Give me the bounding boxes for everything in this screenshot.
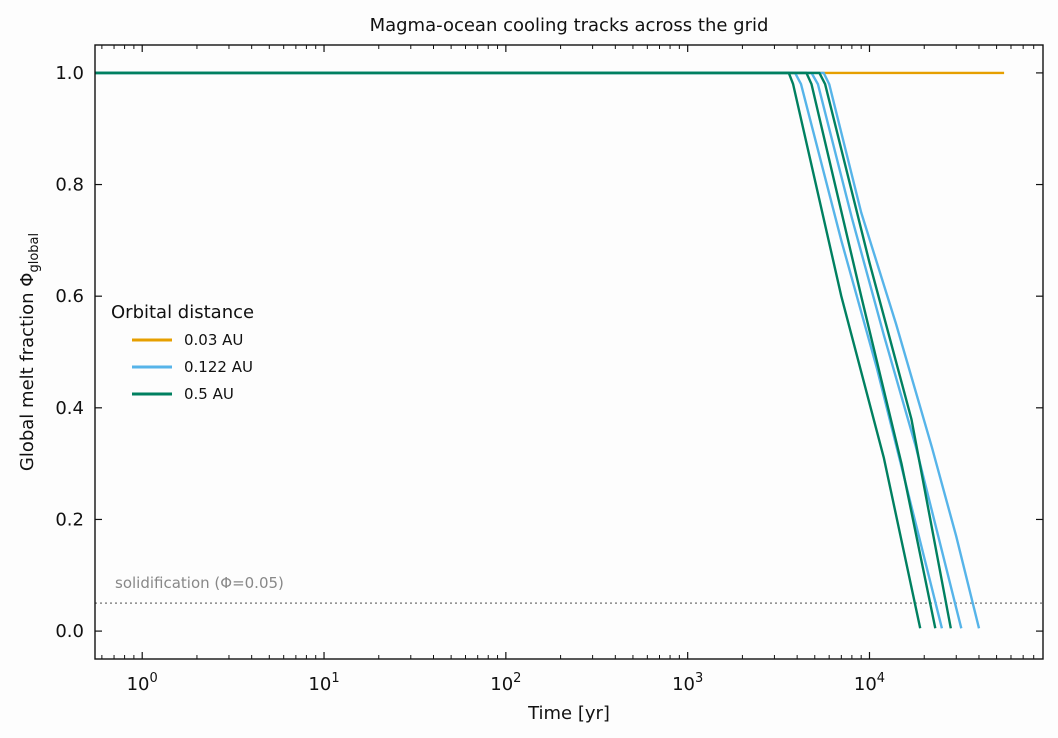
legend: Orbital distance 0.03 AU 0.122 AU 0.5 AU — [111, 302, 254, 403]
plot-frame — [94, 44, 1044, 660]
y-tick-labels: 0.0 0.2 0.4 0.6 0.8 1.0 — [55, 63, 84, 642]
y-tick-label: 0.6 — [55, 286, 84, 307]
y-axis-label-main: Global melt fraction Φ — [17, 273, 38, 472]
x-tick-exponent: 0 — [150, 671, 158, 686]
x-tick-base: 10 — [672, 674, 695, 695]
solidification-label: solidification (Φ=0.05) — [115, 574, 284, 592]
x-tick-label: 101 — [308, 671, 339, 695]
chart-title: Magma-ocean cooling tracks across the gr… — [370, 15, 769, 36]
series-line-7 — [95, 71, 922, 629]
y-axis-label-subscript: global — [27, 233, 42, 273]
x-tick-exponent: 3 — [695, 671, 703, 686]
x-axis-label: Time [yr] — [527, 703, 610, 724]
x-tick-base: 10 — [490, 674, 513, 695]
legend-label: 0.122 AU — [184, 358, 253, 376]
x-tick-base: 10 — [127, 674, 150, 695]
x-tick-base: 10 — [308, 674, 331, 695]
y-tick-label: 0.0 — [55, 621, 84, 642]
x-tick-exponent: 2 — [513, 671, 521, 686]
legend-label: 0.03 AU — [184, 331, 243, 349]
x-tick-label: 103 — [672, 671, 703, 695]
legend-label: 0.5 AU — [184, 385, 234, 403]
x-tick-exponent: 1 — [331, 671, 339, 686]
x-tick-labels: 100 101 102 103 104 — [127, 671, 885, 695]
x-tick-base: 10 — [854, 674, 877, 695]
legend-title: Orbital distance — [111, 302, 254, 323]
y-axis-label: Global melt fraction Φglobal — [17, 233, 42, 471]
x-tick-label: 100 — [127, 671, 158, 695]
x-tick-label: 104 — [854, 671, 885, 695]
series-lines — [95, 71, 1005, 629]
y-tick-label: 1.0 — [55, 63, 84, 84]
x-tick-label: 102 — [490, 671, 521, 695]
y-tick-label: 0.2 — [55, 509, 84, 530]
x-tick-exponent: 4 — [877, 671, 885, 686]
y-tick-label: 0.8 — [55, 175, 84, 196]
solidification-reference: solidification (Φ=0.05) — [95, 574, 1043, 604]
series-line-2 — [95, 71, 981, 629]
y-tick-label: 0.4 — [55, 398, 84, 419]
